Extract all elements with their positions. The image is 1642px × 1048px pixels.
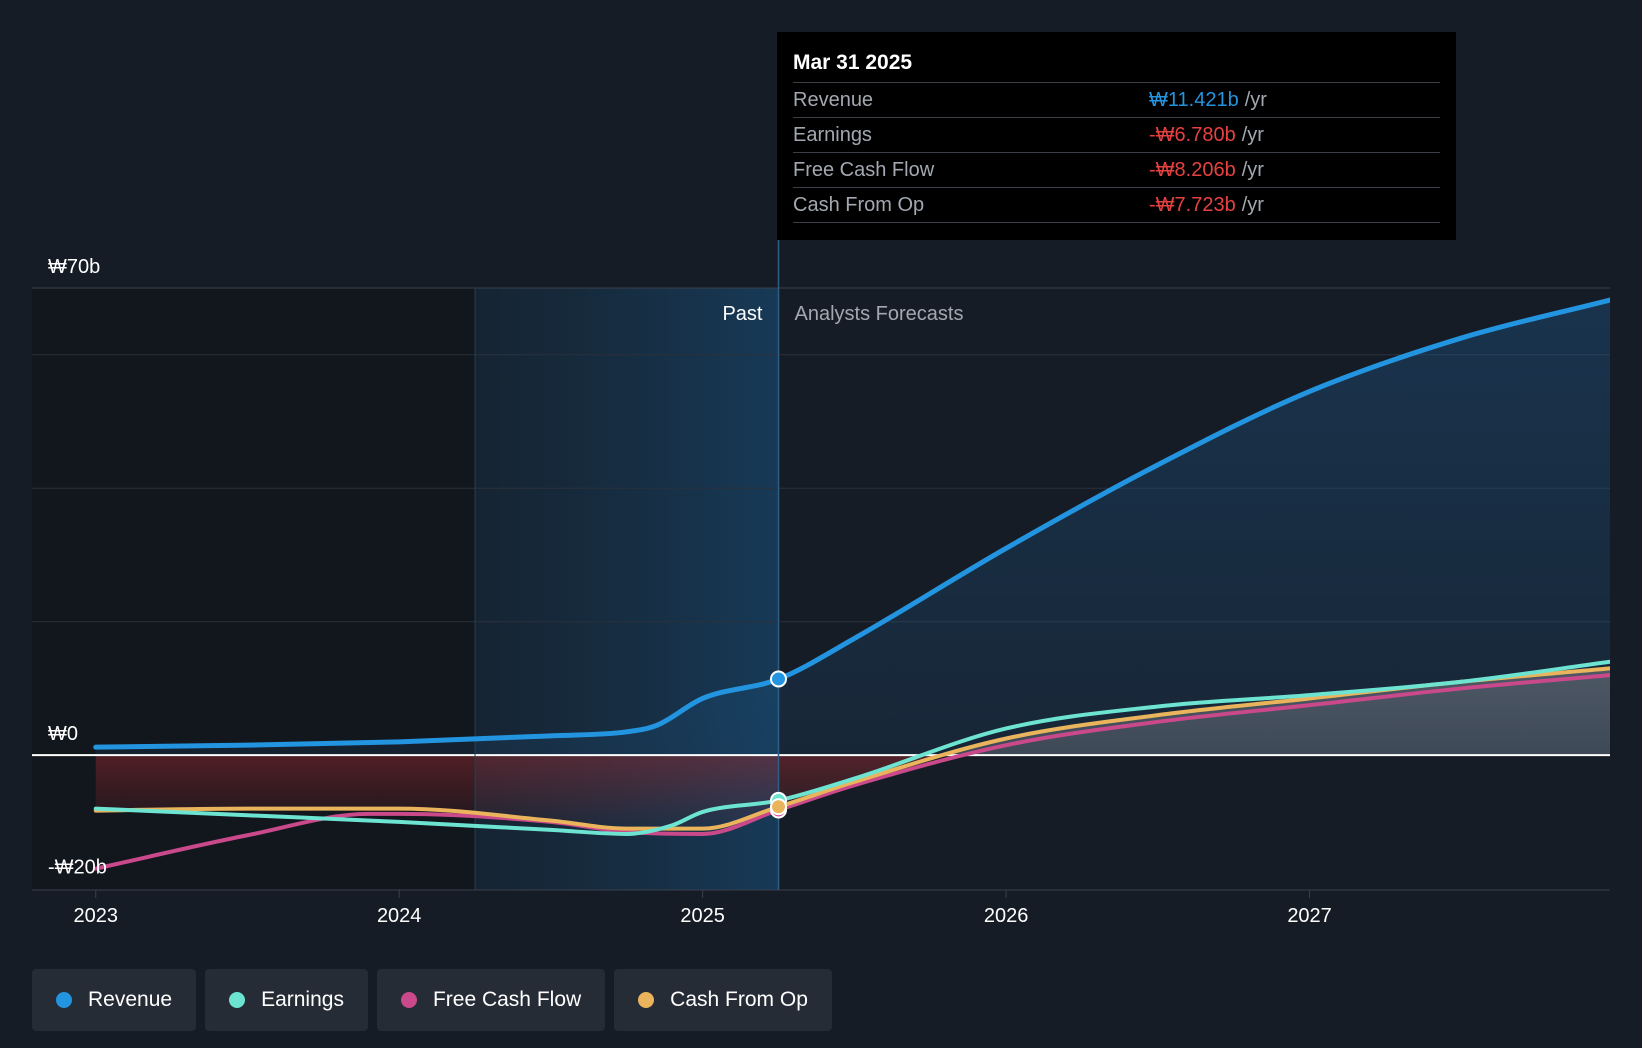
tooltip-label: Cash From Op [793,194,925,216]
marker-cash-from-op [770,798,788,816]
tooltip-unit: /yr [1241,159,1264,181]
past-label: Past [722,303,762,325]
legend-dot-icon [400,992,417,1008]
tooltip-label: Earnings [793,124,872,146]
y-tick-label: -₩20b [48,857,107,879]
legend-item-free-cash-flow[interactable]: Free Cash Flow [376,969,606,1031]
tooltip-row-revenue: Revenue ₩11.421b /yr [793,83,1440,118]
x-tick-label: 2023 [73,905,118,927]
negative-area-fill [95,755,942,829]
tooltip-label: Revenue [793,89,874,111]
legend-dot-icon [56,992,72,1008]
x-axis: 2023 2024 2025 2026 2027 [73,890,1332,927]
tooltip-row-free-cash-flow: Free Cash Flow -₩8.206b /yr [793,153,1440,188]
tooltip-value: ₩11.421b [1149,89,1239,111]
x-tick-label: 2025 [680,905,725,927]
tooltip-label: Free Cash Flow [793,159,935,181]
legend-dot-icon [638,992,655,1008]
x-tick-label: 2024 [377,905,422,927]
legend-label: Free Cash Flow [432,988,582,1011]
tooltip-value: -₩7.723b [1149,194,1236,216]
legend-dot-icon [229,992,246,1008]
tooltip-row-cash-from-op: Cash From Op -₩7.723b /yr [793,188,1440,223]
y-tick-label: ₩0 [48,723,78,745]
revenue-area-fill [95,300,1610,756]
y-tick-label: ₩70b [48,256,100,278]
tooltip-row-earnings: Earnings -₩6.780b /yr [793,118,1440,153]
tooltip-value: -₩8.206b [1149,159,1236,181]
tooltip-value: -₩6.780b [1149,124,1236,146]
x-tick-label: 2027 [1287,905,1332,927]
tooltip-unit: /yr [1244,89,1267,111]
legend: Revenue Earnings Free Cash Flow Cash Fro… [32,969,832,1031]
legend-item-revenue[interactable]: Revenue [32,969,197,1031]
y-axis: ₩70b ₩0 -₩20b [48,256,107,879]
x-tick-label: 2026 [984,905,1029,927]
forecast-label: Analysts Forecasts [795,303,964,325]
tooltip-date: Mar 31 2025 [793,46,1440,83]
series-line-cash-from-op [93,666,1610,831]
legend-label: Revenue [88,988,173,1011]
tooltip-unit: /yr [1241,194,1264,216]
marker-revenue [770,670,788,688]
legend-item-cash-from-op[interactable]: Cash From Op [614,969,832,1031]
legend-label: Cash From Op [670,988,808,1011]
tooltip: Mar 31 2025 Revenue ₩11.421b /yr Earning… [777,32,1456,240]
highlight-markers [770,670,788,819]
positive-area-fill [95,668,1610,756]
legend-item-earnings[interactable]: Earnings [205,969,368,1031]
tooltip-unit: /yr [1241,124,1264,146]
legend-label: Earnings [261,988,344,1011]
